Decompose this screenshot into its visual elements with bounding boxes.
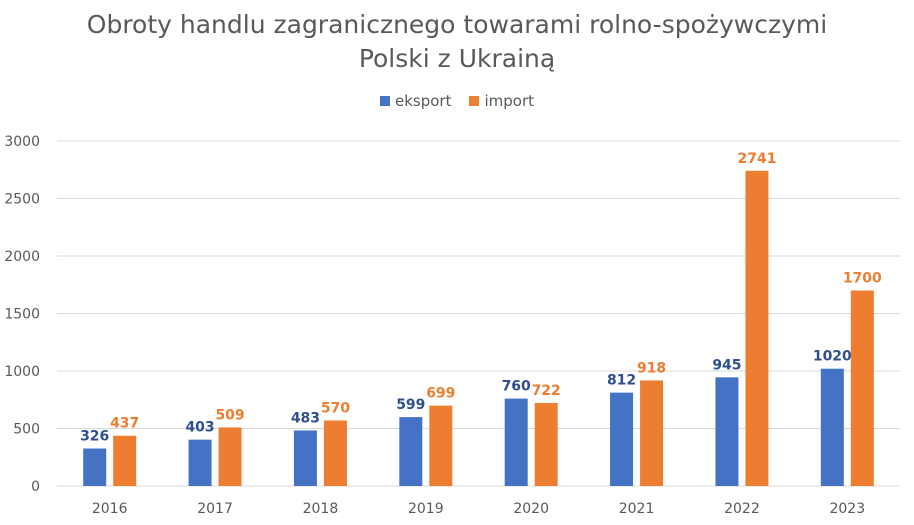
- bar-eksport-2023: [820, 368, 844, 486]
- bar-import-2022: [745, 170, 769, 486]
- x-tick-label-2020: 2020: [513, 501, 549, 517]
- data-label-eksport-2023: 1020: [813, 349, 852, 365]
- x-tick-label-2017: 2017: [197, 501, 233, 517]
- chart-title-line-1: Obroty handlu zagranicznego towarami rol…: [86, 10, 828, 39]
- data-label-import-2016: 437: [110, 416, 139, 432]
- bar-eksport-2019: [399, 417, 423, 486]
- data-label-eksport-2018: 483: [291, 410, 320, 426]
- legend-swatch-eksport: [379, 96, 390, 106]
- legend-label-eksport: eksport: [394, 92, 452, 110]
- x-tick-label-2019: 2019: [408, 501, 444, 517]
- y-tick-label-0: 0: [31, 479, 40, 495]
- data-label-import-2018: 570: [321, 400, 350, 416]
- bar-eksport-2018: [293, 430, 317, 486]
- bar-import-2016: [113, 435, 137, 486]
- bar-import-2018: [323, 420, 347, 486]
- x-tick-label-2023: 2023: [829, 501, 865, 517]
- y-tick-label-1000: 1000: [4, 364, 40, 380]
- legend-item-eksport: eksport: [379, 92, 452, 110]
- chart-title-line-2: Polski z Ukrainą: [358, 44, 556, 73]
- legend: eksport import: [0, 92, 914, 110]
- data-label-import-2020: 722: [532, 383, 561, 399]
- legend-label-import: import: [484, 92, 534, 110]
- bar-import-2021: [640, 380, 664, 486]
- data-label-import-2022: 2741: [737, 151, 776, 167]
- data-label-eksport-2020: 760: [502, 379, 531, 395]
- data-label-eksport-2016: 326: [80, 429, 109, 445]
- x-tick-label-2022: 2022: [724, 501, 760, 517]
- bar-eksport-2017: [188, 439, 212, 486]
- x-tick-label-2018: 2018: [303, 501, 339, 517]
- x-tick-label-2016: 2016: [92, 501, 128, 517]
- data-label-import-2017: 509: [215, 407, 244, 423]
- data-label-eksport-2022: 945: [712, 357, 741, 373]
- y-tick-label-3000: 3000: [4, 134, 40, 150]
- x-tick-label-2021: 2021: [619, 501, 655, 517]
- y-tick-label-1500: 1500: [4, 307, 40, 323]
- bar-eksport-2020: [504, 398, 528, 486]
- bar-eksport-2021: [610, 392, 634, 486]
- y-tick-label-2500: 2500: [4, 192, 40, 208]
- bar-import-2023: [850, 290, 874, 486]
- data-label-eksport-2021: 812: [607, 373, 636, 389]
- legend-item-import: import: [469, 92, 534, 110]
- bar-import-2017: [218, 427, 242, 486]
- data-label-import-2023: 1700: [843, 271, 882, 287]
- bar-import-2019: [429, 405, 453, 486]
- chart-title: Obroty handlu zagranicznego towarami rol…: [0, 8, 914, 76]
- y-tick-label-500: 500: [13, 422, 40, 438]
- legend-swatch-import: [469, 96, 480, 106]
- data-label-eksport-2017: 403: [185, 420, 214, 436]
- data-label-import-2019: 699: [426, 386, 455, 402]
- bar-eksport-2016: [83, 448, 107, 486]
- bar-import-2020: [534, 402, 558, 486]
- data-label-eksport-2019: 599: [396, 397, 425, 413]
- bar-eksport-2022: [715, 377, 739, 486]
- data-label-import-2021: 918: [637, 360, 666, 376]
- y-tick-label-2000: 2000: [4, 249, 40, 265]
